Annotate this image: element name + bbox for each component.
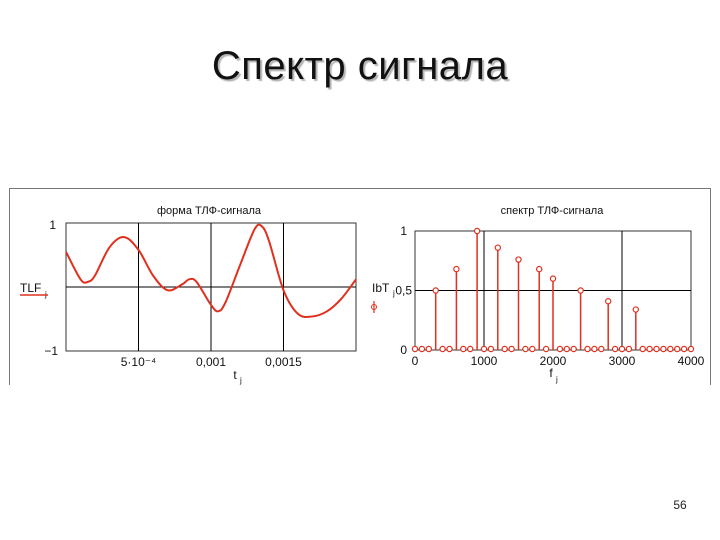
spectrum-marker [611, 345, 619, 353]
spectrum-marker [487, 345, 495, 353]
spectrum-marker [591, 345, 598, 353]
spectrum-marker [473, 227, 481, 235]
spectrum-marker [542, 345, 550, 353]
spectrum-title: спектр ТЛФ-сигнала [501, 205, 605, 217]
spectrum-marker [687, 345, 695, 353]
spectrum-marker [618, 345, 626, 353]
spectrum-marker [577, 287, 584, 294]
waveform-title: форма ТЛФ-сигнала [157, 205, 262, 217]
spectrum-marker [653, 345, 660, 353]
waveform-y-axis-label: TLF [20, 281, 41, 295]
spectrum-y-tick-label: 0,5 [395, 284, 412, 298]
spectrum-stems [411, 227, 695, 353]
spectrum-x-axis-label-subscript: j [555, 375, 558, 384]
spectrum-marker [446, 345, 453, 353]
spectrum-marker [411, 345, 419, 353]
spectrum-marker [460, 345, 467, 353]
spectrum-marker [536, 265, 543, 273]
spectrum-marker [508, 345, 515, 353]
waveform-grid [66, 223, 356, 351]
spectrum-marker [515, 256, 522, 263]
spectrum-marker [660, 345, 667, 353]
spectrum-marker [646, 345, 653, 353]
spectrum-marker [432, 287, 439, 294]
spectrum-legend-swatch [371, 301, 377, 313]
waveform-y-tick-max: 1 [49, 218, 56, 232]
spectrum-y-ticks: 00,51 [395, 224, 412, 357]
spectrum-marker [674, 345, 681, 353]
spectrum-marker [639, 345, 646, 353]
spectrum-marker [625, 345, 633, 353]
spectrum-x-tick-label: 1000 [471, 354, 498, 368]
spectrum-y-tick-label: 1 [400, 224, 407, 238]
waveform-x-tick-label: 5·10⁻⁴ [121, 355, 157, 369]
spectrum-x-axis-label: f [549, 366, 553, 380]
spectrum-x-tick-label: 0 [412, 354, 419, 368]
spectrum-chart: спектр ТЛФ-сигнала 00,51 IbT j 0 1000 2000… [371, 205, 705, 384]
waveform-x-ticks: 5·10⁻⁴ 0,001 0,0015 [121, 355, 302, 369]
spectrum-marker [425, 345, 432, 353]
spectrum-y-axis-label: IbT [372, 281, 390, 295]
figure-frame: форма ТЛФ-сигнала 1 −1 TLF j 5·10⁻⁴ 0,001… [9, 188, 711, 385]
spectrum-marker [501, 345, 508, 353]
slide-title: Спектр сигнала [211, 44, 509, 88]
waveform-series-line [65, 223, 357, 318]
spectrum-marker [632, 306, 640, 313]
waveform-y-tick-min: −1 [44, 344, 58, 358]
charts-svg: форма ТЛФ-сигнала 1 −1 TLF j 5·10⁻⁴ 0,001… [20, 205, 705, 385]
waveform-x-tick-label: 0,0015 [265, 355, 302, 369]
waveform-x-tick-label: 0,001 [196, 355, 226, 369]
spectrum-marker [522, 345, 529, 353]
spectrum-marker [584, 345, 591, 353]
spectrum-y-axis-label-subscript: j [392, 289, 395, 298]
spectrum-marker [439, 345, 446, 353]
spectrum-y-tick-label: 0 [400, 343, 407, 357]
spectrum-marker [480, 345, 488, 353]
spectrum-marker [570, 345, 577, 353]
spectrum-x-tick-label: 3000 [609, 354, 636, 368]
spectrum-marker [563, 345, 571, 353]
spectrum-marker [680, 345, 688, 353]
spectrum-marker [605, 298, 612, 305]
waveform-x-axis-label: t [233, 368, 237, 382]
page-number: 56 [673, 498, 687, 512]
spectrum-marker [494, 244, 501, 251]
waveform-chart: форма ТЛФ-сигнала 1 −1 TLF j 5·10⁻⁴ 0,001… [20, 205, 357, 385]
spectrum-x-ticks: 0 1000 2000 3000 4000 [412, 354, 705, 368]
waveform-x-axis-label-subscript: j [239, 376, 242, 385]
spectrum-marker [453, 265, 460, 273]
spectrum-marker [418, 345, 426, 353]
spectrum-marker [529, 345, 536, 353]
spectrum-marker [556, 345, 564, 353]
spectrum-marker [549, 275, 557, 282]
spectrum-x-tick-label: 2000 [540, 354, 567, 368]
spectrum-marker [667, 345, 674, 353]
spectrum-marker [467, 345, 474, 353]
spectrum-marker [598, 345, 605, 353]
spectrum-x-tick-label: 4000 [678, 354, 705, 368]
